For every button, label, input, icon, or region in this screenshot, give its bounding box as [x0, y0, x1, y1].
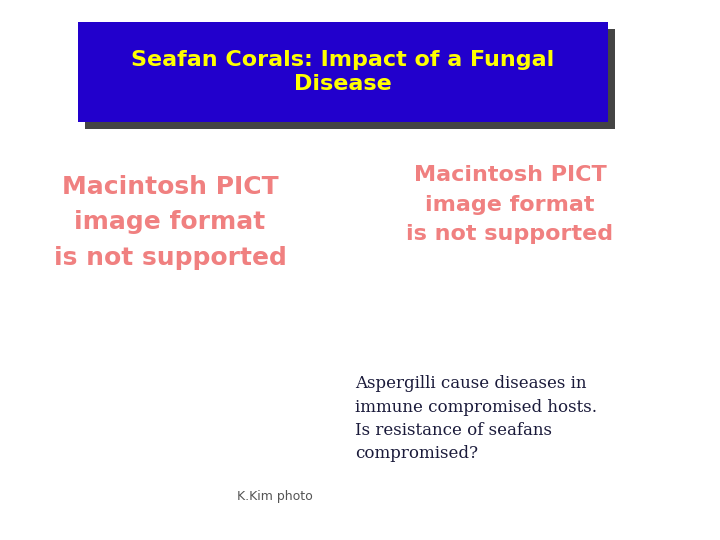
- Bar: [78, 22, 608, 122]
- Text: Aspergilli cause diseases in
immune compromised hosts.
Is resistance of seafans
: Aspergilli cause diseases in immune comp…: [355, 375, 597, 462]
- Bar: [85, 29, 615, 129]
- Text: K.Kim photo: K.Kim photo: [237, 490, 313, 503]
- Text: Seafan Corals: Impact of a Fungal
Disease: Seafan Corals: Impact of a Fungal Diseas…: [131, 50, 554, 93]
- Text: Macintosh PICT
image format
is not supported: Macintosh PICT image format is not suppo…: [53, 175, 287, 270]
- Text: Macintosh PICT
image format
is not supported: Macintosh PICT image format is not suppo…: [406, 165, 613, 244]
